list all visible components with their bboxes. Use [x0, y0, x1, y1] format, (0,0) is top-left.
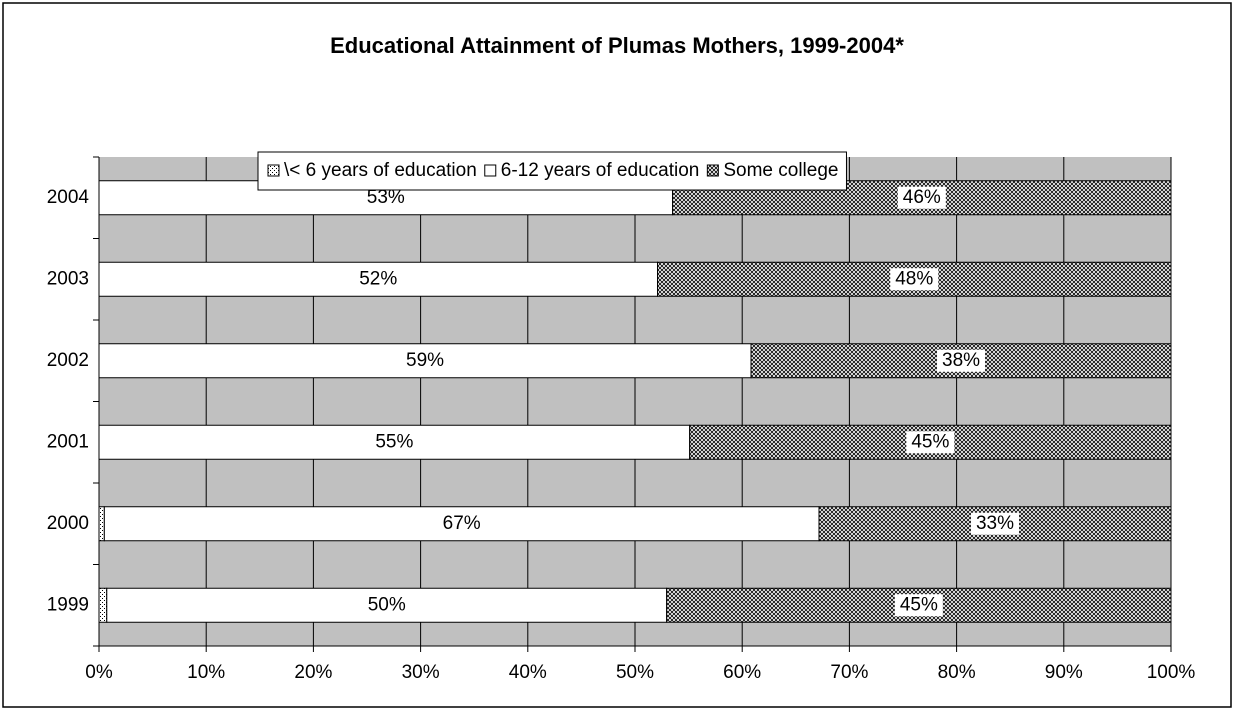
data-label: 52%: [359, 268, 397, 289]
bar-segment: [98, 424, 691, 460]
data-label: 53%: [367, 187, 405, 208]
bar-segment: [657, 261, 1172, 297]
legend-swatch: [706, 164, 719, 177]
x-tick-label: 100%: [1147, 662, 1196, 683]
y-tick-label: 2004: [47, 187, 90, 208]
data-label: 50%: [368, 594, 406, 615]
x-tick-label: 80%: [938, 662, 976, 683]
x-tick-label: 90%: [1045, 662, 1083, 683]
chart-title: Educational Attainment of Plumas Mothers…: [330, 33, 904, 58]
data-label: 67%: [443, 513, 481, 534]
x-tick-label: 20%: [294, 662, 332, 683]
legend-label: 6-12 years of education: [501, 160, 700, 181]
bar-segment: [106, 587, 668, 623]
data-label: 48%: [895, 268, 933, 289]
legend-label: \< 6 years of education: [284, 160, 477, 181]
bar-segment: [98, 343, 752, 379]
legend-swatch: [484, 164, 497, 177]
data-label: 59%: [406, 350, 444, 371]
label-background: [971, 512, 1019, 535]
y-tick-label: 1999: [47, 594, 89, 615]
label-background: [890, 268, 939, 291]
x-tick-label: 70%: [830, 662, 868, 683]
bar-segment: [98, 506, 105, 542]
data-label: 38%: [942, 350, 980, 371]
data-label: 46%: [903, 187, 941, 208]
bar-segment: [98, 587, 108, 623]
data-label: 55%: [375, 431, 413, 452]
bar-segment: [666, 587, 1172, 623]
bar-segment: [103, 506, 820, 542]
x-tick-label: 60%: [723, 662, 761, 683]
label-background: [894, 594, 943, 617]
x-tick-label: 40%: [509, 662, 547, 683]
y-tick-label: 2001: [47, 431, 89, 452]
y-tick-label: 2003: [47, 268, 89, 289]
legend-swatch: [267, 164, 280, 177]
label-background: [937, 349, 986, 372]
label-background: [897, 186, 946, 209]
label-background: [906, 431, 955, 454]
x-tick-label: 0%: [85, 662, 113, 683]
y-tick-label: 2002: [47, 350, 89, 371]
legend: \< 6 years of education 6-12 years of edu…: [257, 151, 847, 191]
legend-label: Some college: [723, 160, 838, 181]
legend-box: [257, 151, 847, 191]
y-tick-label: 2000: [47, 513, 89, 534]
x-tick-label: 50%: [616, 662, 654, 683]
data-label: 33%: [976, 513, 1014, 534]
data-label: 45%: [911, 431, 949, 452]
x-tick-label: 10%: [187, 662, 225, 683]
data-label: 45%: [900, 594, 938, 615]
x-tick-label: 30%: [402, 662, 440, 683]
bar-segment: [98, 261, 659, 297]
